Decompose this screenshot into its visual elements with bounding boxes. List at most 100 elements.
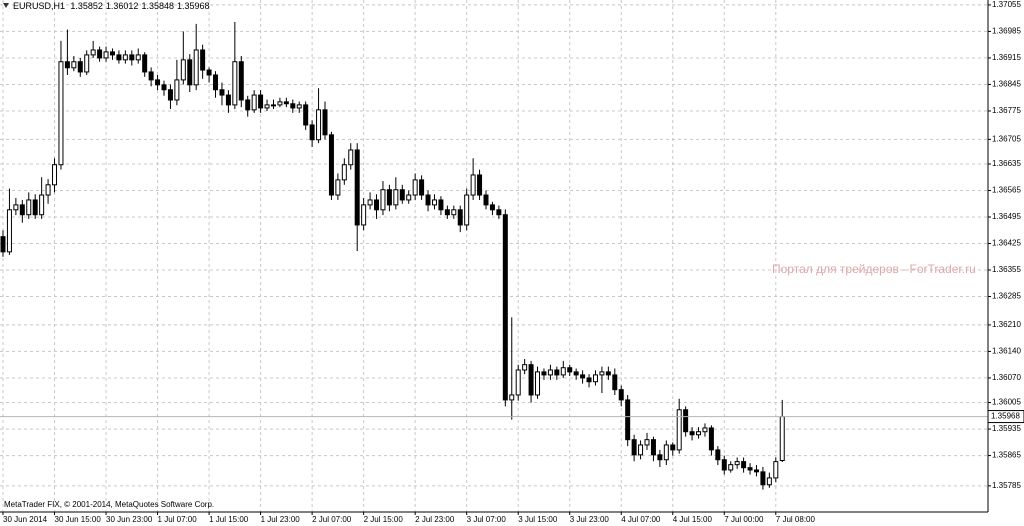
x-tick-label: 1 Jul 15:00 (209, 515, 249, 524)
candle-body (258, 94, 264, 109)
y-tick-label: 1.36005 (992, 398, 1021, 407)
candle-body (502, 214, 508, 401)
candle-body (161, 84, 167, 91)
candle-body (715, 449, 721, 461)
candle-body (650, 439, 656, 456)
candle-body (232, 61, 238, 106)
candle-body (522, 364, 528, 371)
candle-body (470, 174, 476, 196)
candle-body (39, 194, 45, 216)
candle-body (638, 444, 644, 456)
y-tick-label: 1.35935 (992, 424, 1021, 433)
candle-body (187, 59, 193, 86)
candle-body (0, 236, 6, 253)
candle-body (689, 431, 695, 436)
candle-body (766, 477, 772, 486)
candle-body (200, 49, 206, 71)
candle-body (361, 204, 367, 226)
x-tick-label: 30 Jun 2014 (3, 515, 48, 524)
candle-body (84, 54, 90, 73)
candle-body (193, 49, 199, 86)
candle-body (296, 104, 302, 109)
candle-body (354, 149, 360, 226)
y-tick-label: 1.35785 (992, 481, 1021, 490)
x-tick-label: 7 Jul 00:00 (724, 515, 764, 524)
candle-body (773, 461, 779, 479)
candle-body (6, 209, 12, 253)
candle-body (438, 199, 444, 211)
candle-body (374, 199, 380, 211)
candle-body (599, 371, 605, 376)
candle-body (676, 409, 682, 451)
candle-body (747, 467, 753, 471)
candle-body (142, 54, 148, 73)
x-tick-label: 3 Jul 07:00 (467, 515, 507, 524)
candle-body (109, 51, 115, 56)
candle-body (71, 61, 77, 69)
y-tick-label: 1.36285 (992, 292, 1021, 301)
candle-body (721, 459, 727, 471)
candle-body (663, 444, 669, 461)
candle-body (477, 174, 483, 196)
candle-body (328, 134, 334, 196)
candle-body (174, 79, 180, 101)
candle-body (367, 199, 373, 206)
last-price-box (987, 410, 1024, 424)
candle-body (612, 374, 618, 391)
candle-body (58, 61, 64, 166)
x-tick-label: 30 Jun 23:00 (106, 515, 153, 524)
candle-body (431, 199, 437, 206)
candle-body (251, 94, 257, 111)
candle-body (283, 101, 289, 105)
candle-body (625, 399, 631, 441)
candle-body (412, 179, 418, 196)
candle-body (219, 89, 225, 96)
candle-body (657, 454, 663, 461)
candle-body (560, 367, 566, 376)
y-tick-label: 1.36070 (992, 373, 1021, 382)
candle-body (13, 204, 19, 211)
grid (0, 0, 988, 512)
y-tick-label: 1.36845 (992, 80, 1021, 89)
time-axis-panel (0, 512, 1024, 526)
candle-body (489, 204, 495, 211)
candle-body (225, 94, 231, 106)
candle-body (155, 79, 161, 86)
candle-body (116, 54, 122, 61)
price-axis-panel (988, 0, 1024, 526)
candle-body (322, 109, 328, 136)
candle-body (419, 179, 425, 196)
candle-body (406, 194, 412, 201)
candle-body (135, 54, 141, 61)
y-tick-label: 1.36915 (992, 53, 1021, 62)
candle-body (52, 164, 58, 186)
candle-body (741, 461, 747, 469)
candle-body (779, 416, 785, 461)
candle-body (341, 164, 347, 181)
x-tick-label: 2 Jul 23:00 (415, 515, 455, 524)
candle-body (270, 104, 276, 107)
watermark: Портал для трейдеров - ForTrader.ru (772, 262, 976, 276)
candle-body (457, 209, 463, 226)
candle-body (264, 104, 270, 109)
candle-body (238, 61, 244, 101)
candle-body (180, 59, 186, 81)
candle-body (483, 194, 489, 206)
candle-body (605, 371, 611, 376)
y-tick-label: 1.36140 (992, 347, 1021, 356)
candle-body (290, 103, 296, 109)
title: EURUSD,H1 (13, 1, 65, 11)
candle-body (760, 471, 766, 486)
candle-body (245, 99, 251, 111)
candle-body (734, 461, 740, 466)
header-open: 1.35852 (70, 1, 103, 11)
candle-body (541, 371, 547, 376)
candle-body (618, 389, 624, 401)
candle-body (509, 394, 515, 401)
candle-body (753, 469, 759, 473)
x-tick-label: 1 Jul 23:00 (261, 515, 301, 524)
y-tick-label: 1.36775 (992, 106, 1021, 115)
y-tick-label: 1.36495 (992, 212, 1021, 221)
candle-body (386, 189, 392, 206)
